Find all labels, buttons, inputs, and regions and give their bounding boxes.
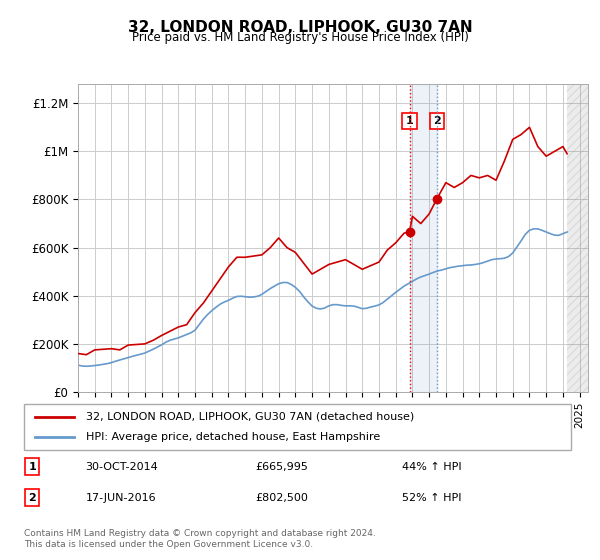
Text: Contains HM Land Registry data © Crown copyright and database right 2024.
This d: Contains HM Land Registry data © Crown c… (24, 529, 376, 549)
Text: HPI: Average price, detached house, East Hampshire: HPI: Average price, detached house, East… (86, 432, 380, 442)
Text: 2: 2 (433, 116, 441, 126)
Text: 32, LONDON ROAD, LIPHOOK, GU30 7AN: 32, LONDON ROAD, LIPHOOK, GU30 7AN (128, 20, 472, 35)
Text: 32, LONDON ROAD, LIPHOOK, GU30 7AN (detached house): 32, LONDON ROAD, LIPHOOK, GU30 7AN (deta… (86, 412, 414, 422)
Bar (410, 84, 437, 392)
Bar (567, 84, 588, 392)
Text: 17-JUN-2016: 17-JUN-2016 (86, 493, 157, 503)
Text: 2: 2 (28, 493, 36, 503)
Text: £665,995: £665,995 (255, 461, 308, 472)
Text: 52% ↑ HPI: 52% ↑ HPI (401, 493, 461, 503)
Text: 1: 1 (406, 116, 413, 126)
Text: 44% ↑ HPI: 44% ↑ HPI (401, 461, 461, 472)
Text: 1: 1 (28, 461, 36, 472)
Text: £802,500: £802,500 (255, 493, 308, 503)
Text: 30-OCT-2014: 30-OCT-2014 (86, 461, 158, 472)
Text: Price paid vs. HM Land Registry's House Price Index (HPI): Price paid vs. HM Land Registry's House … (131, 31, 469, 44)
FancyBboxPatch shape (23, 404, 571, 450)
